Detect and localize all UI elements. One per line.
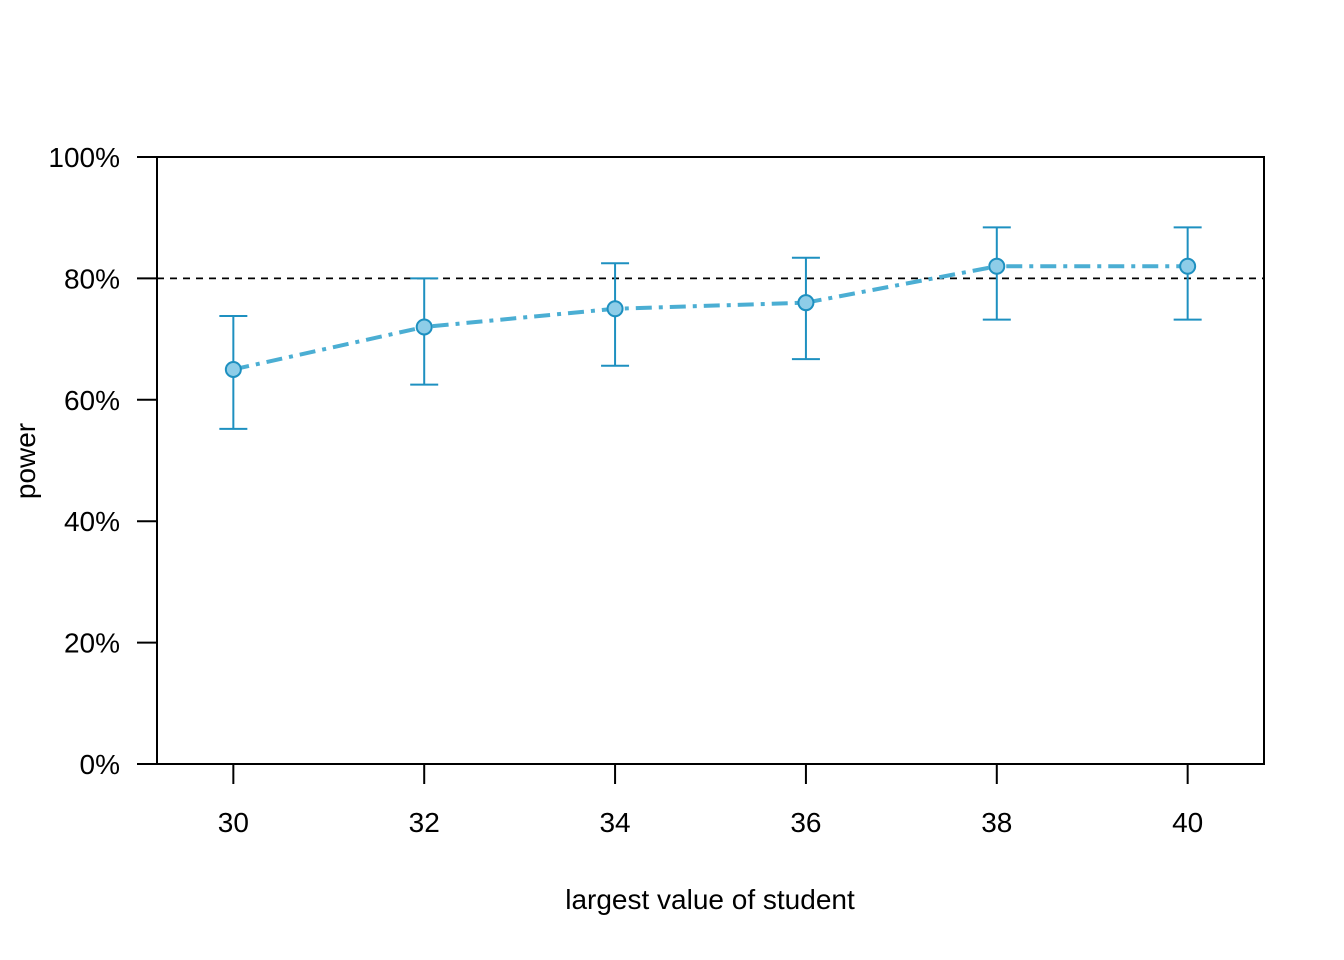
x-tick-label: 38 [981, 807, 1012, 838]
data-point [224, 360, 242, 378]
y-axis-title: power [10, 423, 41, 499]
y-tick-label: 40% [64, 506, 120, 537]
data-point [988, 257, 1006, 275]
series-line [232, 264, 1188, 372]
x-tick-label: 30 [218, 807, 249, 838]
data-point [606, 300, 624, 318]
x-tick-label: 32 [409, 807, 440, 838]
x-tick-label: 36 [790, 807, 821, 838]
y-tick-label: 0% [80, 749, 120, 780]
data-point [415, 318, 433, 336]
y-tick-label: 20% [64, 628, 120, 659]
data-point [1179, 257, 1197, 275]
data-point [797, 294, 815, 312]
x-axis-title: largest value of student [565, 884, 855, 915]
y-tick-label: 80% [64, 263, 120, 294]
y-tick-label: 100% [48, 142, 120, 173]
plot-frame [156, 156, 1265, 765]
x-tick-label: 34 [599, 807, 630, 838]
x-tick-label: 40 [1172, 807, 1203, 838]
y-tick-label: 60% [64, 385, 120, 416]
